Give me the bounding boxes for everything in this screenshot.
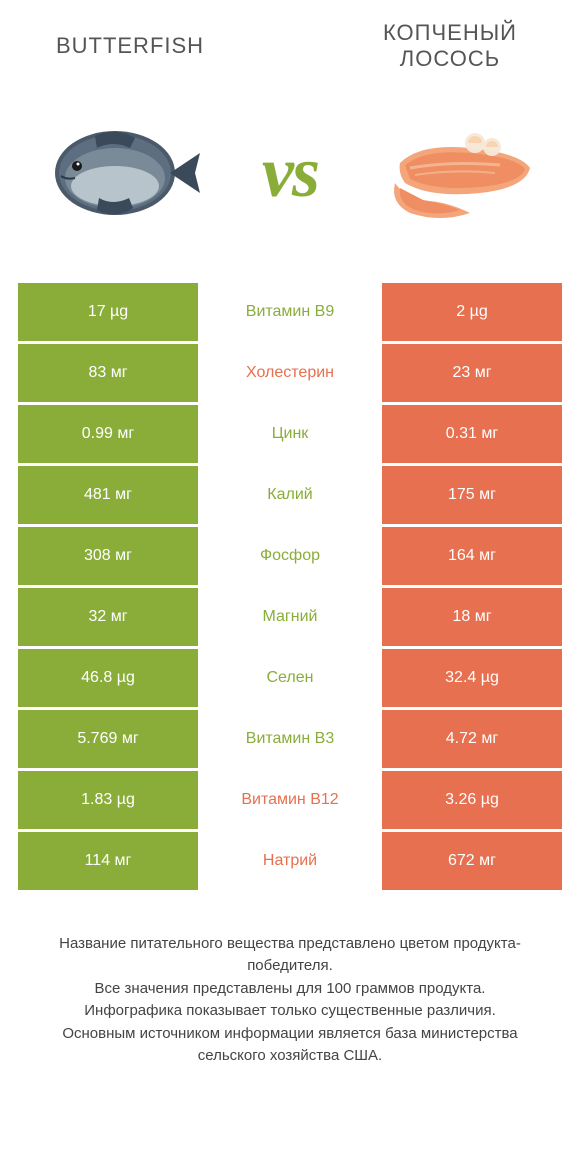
table-row: 308 мгФосфор164 мг [18,527,562,585]
footnote-line: Инфографика показывает только существенн… [30,1000,550,1023]
nutrient-label: Холестерин [198,344,382,402]
table-row: 83 мгХолестерин23 мг [18,344,562,402]
value-left: 0.99 мг [18,405,198,463]
table-row: 1.83 µgВитамин B123.26 µg [18,771,562,829]
table-row: 481 мгКалий175 мг [18,466,562,524]
value-left: 5.769 мг [18,710,198,768]
comparison-table: 17 µgВитамин B92 µg83 мгХолестерин23 мг0… [0,283,580,890]
table-row: 17 µgВитамин B92 µg [18,283,562,341]
nutrient-label: Калий [198,466,382,524]
title-left: BUTTERFISH [30,33,230,59]
nutrient-label: Фосфор [198,527,382,585]
value-left: 17 µg [18,283,198,341]
title-right: КОПЧЕНЫЙ ЛОСОСЬ [350,20,550,73]
footnote-line: Основным источником информации является … [30,1023,550,1068]
nutrient-label: Магний [198,588,382,646]
table-row: 32 мгМагний18 мг [18,588,562,646]
header: BUTTERFISH КОПЧЕНЫЙ ЛОСОСЬ [0,0,580,83]
nutrient-label: Витамин B9 [198,283,382,341]
value-left: 308 мг [18,527,198,585]
nutrient-label: Витамин B3 [198,710,382,768]
value-left: 83 мг [18,344,198,402]
butterfish-image [30,103,210,243]
table-row: 5.769 мгВитамин B34.72 мг [18,710,562,768]
table-row: 114 мгНатрий672 мг [18,832,562,890]
footnotes: Название питательного вещества представл… [0,893,580,1068]
value-right: 672 мг [382,832,562,890]
value-right: 164 мг [382,527,562,585]
value-right: 175 мг [382,466,562,524]
nutrient-label: Витамин B12 [198,771,382,829]
value-right: 3.26 µg [382,771,562,829]
nutrient-label: Цинк [198,405,382,463]
value-right: 23 мг [382,344,562,402]
salmon-image [370,103,550,243]
footnote-line: Название питательного вещества представл… [30,933,550,978]
table-row: 46.8 µgСелен32.4 µg [18,649,562,707]
nutrient-label: Натрий [198,832,382,890]
table-row: 0.99 мгЦинк0.31 мг [18,405,562,463]
value-right: 4.72 мг [382,710,562,768]
footnote-line: Все значения представлены для 100 граммо… [30,978,550,1001]
value-left: 46.8 µg [18,649,198,707]
value-right: 2 µg [382,283,562,341]
value-right: 0.31 мг [382,405,562,463]
value-left: 1.83 µg [18,771,198,829]
value-right: 32.4 µg [382,649,562,707]
value-left: 114 мг [18,832,198,890]
images-row: vs [0,83,580,283]
nutrient-label: Селен [198,649,382,707]
vs-label: vs [262,131,318,214]
value-left: 32 мг [18,588,198,646]
value-right: 18 мг [382,588,562,646]
value-left: 481 мг [18,466,198,524]
